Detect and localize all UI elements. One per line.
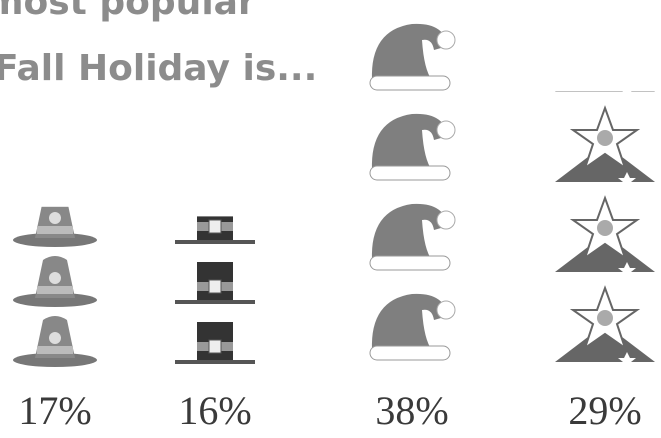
value-label: 29%: [568, 388, 641, 433]
chart-title: most popular: [0, 0, 256, 23]
icon-stack: [5, 207, 105, 370]
chart-title: Fall Holiday is...: [0, 48, 317, 89]
value-label: 17%: [18, 388, 91, 433]
icon-stack: [362, 5, 462, 370]
chart: most popular Fall Holiday is... 17% 16% 38…: [0, 0, 661, 438]
value-label: 16%: [178, 388, 251, 433]
page: {"chart_data": {"type": "pictograph", "t…: [0, 0, 661, 438]
icon-stack: [165, 216, 265, 370]
value-label: 38%: [375, 388, 448, 433]
icon-stack: [555, 92, 655, 370]
